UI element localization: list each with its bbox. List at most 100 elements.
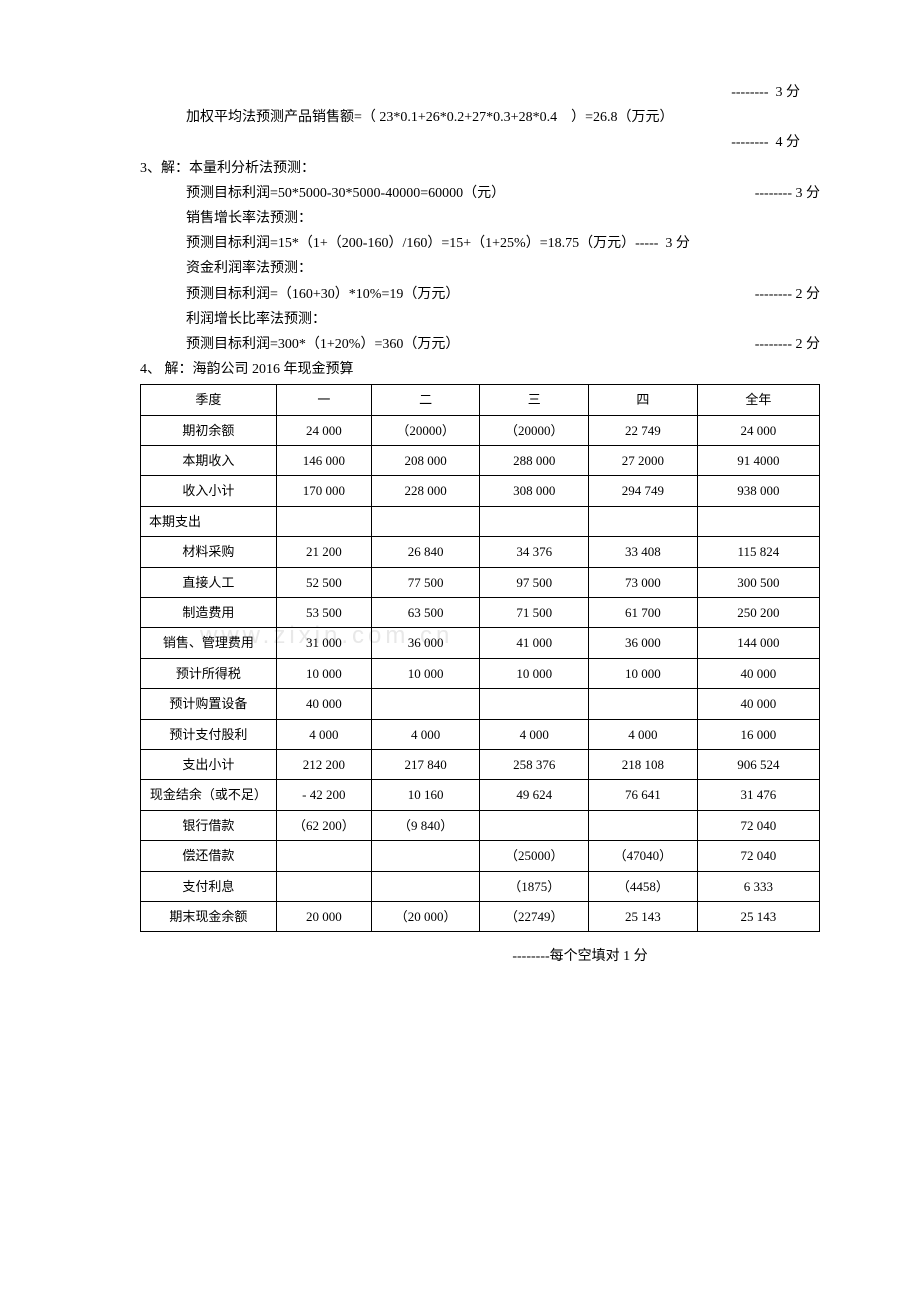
table-cell: 212 200 xyxy=(276,749,371,779)
table-cell: 52 500 xyxy=(276,567,371,597)
table-row: 银行借款（62 200）（9 840）72 040 xyxy=(141,810,820,840)
table-header-cell: 全年 xyxy=(697,385,819,415)
table-cell: （62 200） xyxy=(276,810,371,840)
table-cell xyxy=(480,689,589,719)
table-cell: （9 840） xyxy=(371,810,480,840)
table-cell: 300 500 xyxy=(697,567,819,597)
formula-line-11: 预测目标利润=300*（1+20%）=360（万元） -------- 2 分 xyxy=(140,332,820,357)
table-cell xyxy=(371,871,480,901)
table-header-cell: 二 xyxy=(371,385,480,415)
formula-line-7: 预测目标利润=15*（1+（200-160）/160）=15+（1+25%）=1… xyxy=(140,231,820,256)
table-cell xyxy=(480,810,589,840)
table-cell: （47040） xyxy=(589,841,698,871)
table-row: 偿还借款（25000）（47040）72 040 xyxy=(141,841,820,871)
table-row: 支出小计212 200217 840258 376218 108906 524 xyxy=(141,749,820,779)
table-cell: 27 2000 xyxy=(589,446,698,476)
heading-q4: 4、 解：海韵公司 2016 年现金预算 xyxy=(140,357,820,382)
table-cell: 144 000 xyxy=(697,628,819,658)
table-row-label: 直接人工 xyxy=(141,567,277,597)
table-cell: （4458） xyxy=(589,871,698,901)
table-cell: 10 000 xyxy=(589,658,698,688)
table-cell: 40 000 xyxy=(697,658,819,688)
table-cell: 250 200 xyxy=(697,597,819,627)
table-row-label: 期初余额 xyxy=(141,415,277,445)
table-cell: 4 000 xyxy=(276,719,371,749)
document-body: -------- 3 分 加权平均法预测产品销售额=（ 23*0.1+26*0.… xyxy=(140,80,820,969)
table-row-label: 材料采购 xyxy=(141,537,277,567)
formula-9a: 预测目标利润=（160+30）*10%=19（万元） xyxy=(186,282,459,307)
table-row-label: 偿还借款 xyxy=(141,841,277,871)
table-cell xyxy=(276,841,371,871)
table-cell: 10 160 xyxy=(371,780,480,810)
table-cell: 208 000 xyxy=(371,446,480,476)
table-cell xyxy=(480,506,589,536)
table-cell: 63 500 xyxy=(371,597,480,627)
score-11b: -------- 2 分 xyxy=(755,332,820,357)
table-cell: 25 143 xyxy=(697,901,819,931)
table-row: 材料采购21 20026 84034 37633 408115 824 xyxy=(141,537,820,567)
table-cell: 76 641 xyxy=(589,780,698,810)
table-cell xyxy=(371,689,480,719)
table-cell xyxy=(697,506,819,536)
table-cell: 294 749 xyxy=(589,476,698,506)
formula-line-2: 加权平均法预测产品销售额=（ 23*0.1+26*0.2+27*0.3+28*0… xyxy=(140,105,820,130)
footer-score: --------每个空填对 1 分 xyxy=(140,944,820,969)
table-cell: 170 000 xyxy=(276,476,371,506)
table-header-cell: 一 xyxy=(276,385,371,415)
table-cell: - 42 200 xyxy=(276,780,371,810)
score-line-3: -------- 4 分 xyxy=(140,130,820,155)
table-cell: 40 000 xyxy=(697,689,819,719)
table-cell: 73 000 xyxy=(589,567,698,597)
table-cell: 288 000 xyxy=(480,446,589,476)
table-cell: 258 376 xyxy=(480,749,589,779)
table-row: 制造费用53 50063 50071 50061 700250 200 xyxy=(141,597,820,627)
score-line-1: -------- 3 分 xyxy=(140,80,820,105)
table-cell: 218 108 xyxy=(589,749,698,779)
table-row: 收入小计170 000228 000308 000294 749938 000 xyxy=(141,476,820,506)
table-row-label: 支出小计 xyxy=(141,749,277,779)
table-cell: 77 500 xyxy=(371,567,480,597)
formula-5a: 预测目标利润=50*5000-30*5000-40000=60000（元） xyxy=(186,181,505,206)
table-row-label: 银行借款 xyxy=(141,810,277,840)
table-cell: 97 500 xyxy=(480,567,589,597)
table-cell: 31 476 xyxy=(697,780,819,810)
table-row-label: 本期支出 xyxy=(141,506,277,536)
formula-11a: 预测目标利润=300*（1+20%）=360（万元） xyxy=(186,332,459,357)
table-cell: 146 000 xyxy=(276,446,371,476)
table-cell: 228 000 xyxy=(371,476,480,506)
table-cell xyxy=(589,810,698,840)
table-cell: （20000） xyxy=(371,415,480,445)
table-row-label: 支付利息 xyxy=(141,871,277,901)
table-cell: 21 200 xyxy=(276,537,371,567)
table-row: 销售、管理费用31 00036 00041 00036 000144 000 xyxy=(141,628,820,658)
table-row-label: 现金结余（或不足） xyxy=(141,780,277,810)
table-row-label: 预计购置设备 xyxy=(141,689,277,719)
table-cell: 71 500 xyxy=(480,597,589,627)
table-row-label: 本期收入 xyxy=(141,446,277,476)
formula-line-5: 预测目标利润=50*5000-30*5000-40000=60000（元） --… xyxy=(140,181,820,206)
table-row: 本期支出 xyxy=(141,506,820,536)
table-cell: （1875） xyxy=(480,871,589,901)
table-cell: 24 000 xyxy=(276,415,371,445)
table-row-label: 期末现金余额 xyxy=(141,901,277,931)
table-row-label: 预计支付股利 xyxy=(141,719,277,749)
table-row-label: 销售、管理费用 xyxy=(141,628,277,658)
table-cell: 53 500 xyxy=(276,597,371,627)
table-row: 预计购置设备40 00040 000 xyxy=(141,689,820,719)
table-cell: 34 376 xyxy=(480,537,589,567)
table-cell: 22 749 xyxy=(589,415,698,445)
table-cell: 31 000 xyxy=(276,628,371,658)
table-cell: 41 000 xyxy=(480,628,589,658)
table-cell: 906 524 xyxy=(697,749,819,779)
table-cell: 26 840 xyxy=(371,537,480,567)
table-cell: 36 000 xyxy=(589,628,698,658)
table-row: 现金结余（或不足）- 42 20010 16049 62476 64131 47… xyxy=(141,780,820,810)
table-cell: 115 824 xyxy=(697,537,819,567)
table-cell: 4 000 xyxy=(480,719,589,749)
table-cell: 10 000 xyxy=(371,658,480,688)
table-cell: 91 4000 xyxy=(697,446,819,476)
heading-q3: 3、解：本量利分析法预测： xyxy=(140,156,820,181)
formula-line-9: 预测目标利润=（160+30）*10%=19（万元） -------- 2 分 xyxy=(140,282,820,307)
table-cell: （20000） xyxy=(480,415,589,445)
table-header-cell: 季度 xyxy=(141,385,277,415)
